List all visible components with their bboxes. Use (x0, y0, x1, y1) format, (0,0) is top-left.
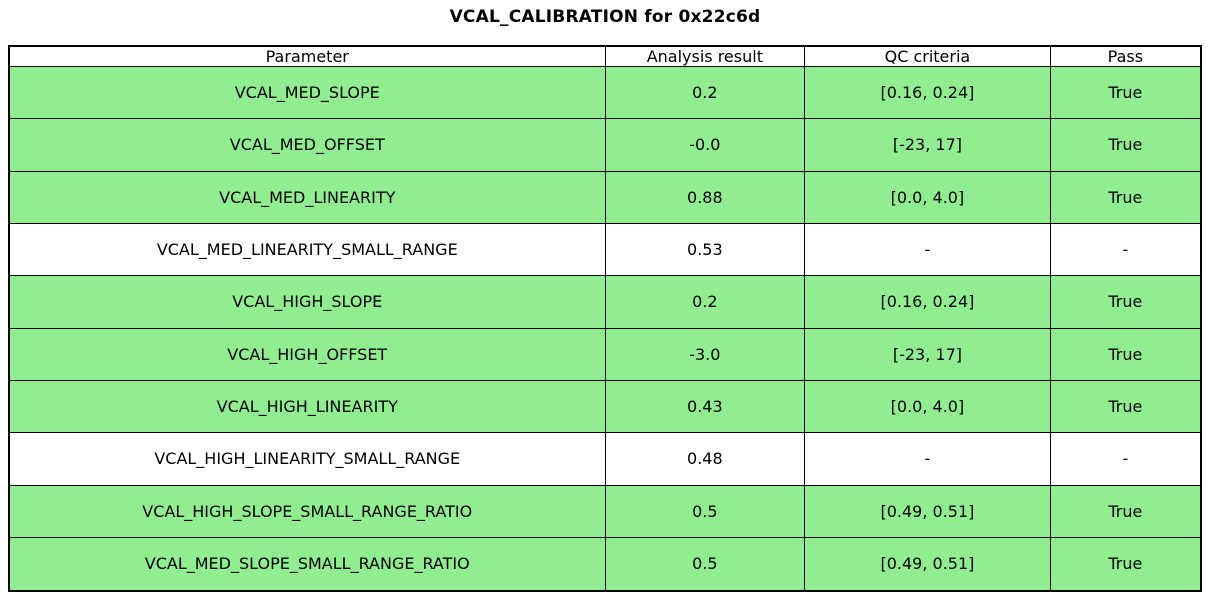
pass-cell: True (1049, 275, 1202, 329)
qc-criteria-cell: [0.49, 0.51] (804, 484, 1051, 538)
analysis-result-cell: 0.5 (604, 484, 806, 538)
qc-criteria-cell: [0.49, 0.51] (804, 536, 1051, 592)
qc-criteria-cell: - (804, 222, 1051, 277)
analysis-result-cell: 0.2 (604, 275, 806, 329)
table-row: VCAL_MED_SLOPE_SMALL_RANGE_RATIO 0.5 [0.49… (8, 536, 1202, 592)
analysis-result-cell: 0.48 (604, 432, 806, 486)
table-body: VCAL_MED_SLOPE 0.2 [0.16, 0.24] True VCAL_ME… (8, 65, 1202, 592)
parameter-cell: VCAL_HIGH_SLOPE (8, 275, 606, 329)
table-row: VCAL_HIGH_LINEARITY 0.43 [0.0, 4.0] True (8, 379, 1202, 434)
pass-cell: True (1049, 484, 1202, 538)
column-header-analysis-result: Analysis result (604, 45, 806, 67)
analysis-result-cell: 0.88 (604, 170, 806, 224)
parameter-cell: VCAL_HIGH_SLOPE_SMALL_RANGE_RATIO (8, 484, 606, 538)
table-row: VCAL_MED_LINEARITY_SMALL_RANGE 0.53- - (8, 222, 1202, 277)
qc-criteria-cell: [-23, 17] (804, 327, 1051, 381)
pass-cell: True (1049, 379, 1202, 434)
qc-criteria-cell: [0.0, 4.0] (804, 379, 1051, 434)
analysis-result-cell: 0.53 (604, 222, 806, 277)
pass-cell: - (1049, 432, 1202, 486)
pass-cell: True (1049, 65, 1202, 120)
parameter-cell: VCAL_HIGH_LINEARITY_SMALL_RANGE (8, 432, 606, 486)
analysis-result-cell: 0.2 (604, 65, 806, 120)
table-row: VCAL_MED_OFFSET -0.0 [-23, 17] True (8, 118, 1202, 172)
table-row: VCAL_MED_SLOPE 0.2 [0.16, 0.24] True (8, 65, 1202, 120)
parameter-cell: VCAL_MED_LINEARITY (8, 170, 606, 224)
table-row: VCAL_HIGH_LINEARITY_SMALL_RANGE 0.48- - (8, 432, 1202, 486)
table-row: VCAL_HIGH_OFFSET -3.0 [-23, 17] True (8, 327, 1202, 381)
analysis-result-cell: -0.0 (604, 118, 806, 172)
pass-cell: True (1049, 170, 1202, 224)
page-title: VCAL_CALIBRATION for 0x22c6d (449, 7, 761, 27)
parameter-cell: VCAL_HIGH_OFFSET (8, 327, 606, 381)
qc-results-table: Parameter Analysis result QC criteria Pa… (8, 45, 1202, 592)
table-header: Parameter Analysis result QC criteria Pa… (8, 45, 1202, 67)
pass-cell: - (1049, 222, 1202, 277)
parameter-cell: VCAL_HIGH_LINEARITY (8, 379, 606, 434)
analysis-result-cell: 0.43 (604, 379, 806, 434)
pass-cell: True (1049, 118, 1202, 172)
analysis-result-cell: 0.5 (604, 536, 806, 592)
column-header-pass: Pass (1049, 45, 1202, 67)
qc-criteria-cell: [0.16, 0.24] (804, 275, 1051, 329)
analysis-result-cell: -3.0 (604, 327, 806, 381)
parameter-cell: VCAL_MED_SLOPE (8, 65, 606, 120)
table-row: VCAL_HIGH_SLOPE 0.2 [0.16, 0.24] True (8, 275, 1202, 329)
table-row: VCAL_HIGH_SLOPE_SMALL_RANGE_RATIO 0.5 [0.4… (8, 484, 1202, 538)
column-header-qc-criteria: QC criteria (804, 45, 1051, 67)
pass-cell: True (1049, 327, 1202, 381)
qc-criteria-cell: [-23, 17] (804, 118, 1051, 172)
qc-criteria-cell: [0.0, 4.0] (804, 170, 1051, 224)
column-header-parameter: Parameter (8, 45, 606, 67)
parameter-cell: VCAL_MED_LINEARITY_SMALL_RANGE (8, 222, 606, 277)
header-row: Parameter Analysis result QC criteria Pa… (8, 45, 1202, 67)
parameter-cell: VCAL_MED_OFFSET (8, 118, 606, 172)
table-row: VCAL_MED_LINEARITY 0.88 [0.0, 4.0] True (8, 170, 1202, 224)
qc-criteria-cell: - (804, 432, 1051, 486)
parameter-cell: VCAL_MED_SLOPE_SMALL_RANGE_RATIO (8, 536, 606, 592)
pass-cell: True (1049, 536, 1202, 592)
qc-criteria-cell: [0.16, 0.24] (804, 65, 1051, 120)
